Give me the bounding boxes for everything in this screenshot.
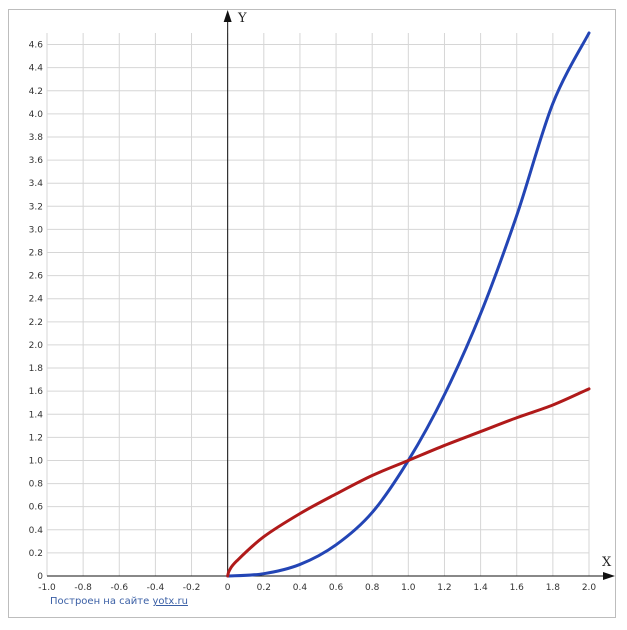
y-tick-label: 4.6: [29, 41, 44, 51]
x-tick-label: 2.0: [582, 583, 597, 593]
y-tick-label: 1.2: [29, 433, 43, 443]
chart-frame: [8, 9, 616, 618]
x-tick-label: 1.2: [437, 583, 451, 593]
x-tick-label: 0: [225, 583, 231, 593]
x-tick-label: -1.0: [38, 583, 56, 593]
x-axis-label: X: [602, 555, 612, 570]
y-tick-label: 3.8: [29, 133, 44, 143]
x-tick-label: 1.6: [510, 583, 525, 593]
y-tick-label: 3.6: [29, 156, 44, 166]
y-tick-label: 0.8: [29, 480, 44, 490]
x-tick-label: -0.6: [110, 583, 128, 593]
grid: [46, 33, 590, 577]
y-tick-label: 3.4: [29, 179, 44, 189]
x-tick-label: -0.2: [183, 583, 201, 593]
y-axis-label: Y: [237, 11, 247, 26]
y-tick-label: 1.0: [29, 456, 44, 466]
y-tick-label: 0: [37, 572, 43, 582]
y-tick-label: 4.0: [29, 110, 44, 120]
y-tick-label: 4.2: [29, 87, 43, 97]
y-tick-label: 2.2: [29, 318, 43, 328]
credit-text: Построен на сайте: [50, 596, 150, 607]
y-tick-label: 1.8: [29, 364, 44, 374]
x-tick-label: -0.8: [74, 583, 92, 593]
x-tick-label: -0.4: [147, 583, 165, 593]
series-line-2: [226, 387, 591, 578]
y-tick-label: 3.2: [29, 202, 43, 212]
y-tick-label: 0.2: [29, 549, 43, 559]
series-line-1: [226, 31, 591, 578]
y-tick-label: 3.0: [29, 225, 44, 235]
y-axis-arrow: [223, 10, 232, 22]
x-tick-label: 0.6: [329, 583, 344, 593]
credit-link[interactable]: yotx.ru: [152, 596, 188, 607]
y-tick-label: 0.4: [29, 526, 44, 536]
x-tick-label: 1.8: [546, 583, 561, 593]
credit-line: Построен на сайте yotx.ru: [50, 596, 188, 607]
tick-labels: -1.0 -0.8 -0.6 -0.4 -0.2 0 0.2 0.4 0.6 0.8 1.0 1.2 1…: [29, 41, 597, 593]
y-tick-label: 2.0: [29, 341, 44, 351]
y-tick-label: 0.6: [29, 503, 44, 513]
series-layer: [226, 31, 591, 578]
x-tick-label: 0.8: [365, 583, 380, 593]
y-tick-label: 1.6: [29, 387, 44, 397]
x-axis-arrow: [603, 572, 615, 580]
axes: [47, 10, 615, 580]
x-tick-label: 0.4: [293, 583, 308, 593]
y-tick-label: 2.6: [29, 272, 44, 282]
x-tick-label: 0.2: [257, 583, 271, 593]
y-tick-label: 2.8: [29, 249, 44, 259]
y-tick-label: 4.4: [29, 64, 44, 74]
x-tick-label: 1.0: [401, 583, 416, 593]
y-tick-label: 2.4: [29, 295, 44, 305]
x-tick-label: 1.4: [473, 583, 488, 593]
y-tick-label: 1.4: [29, 410, 44, 420]
